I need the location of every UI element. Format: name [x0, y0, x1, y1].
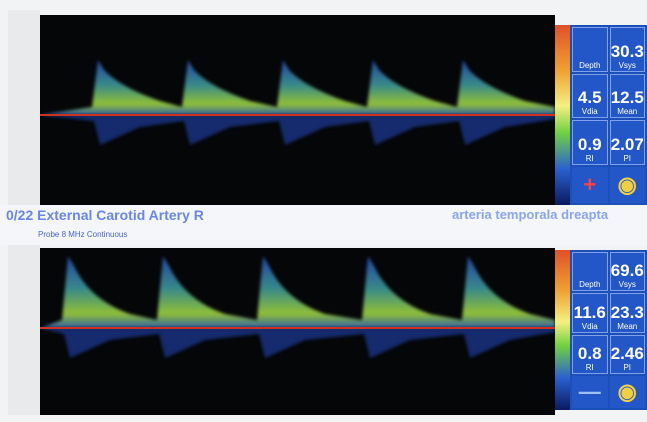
readout-value: 2.07	[610, 135, 644, 155]
readout-label: Mean	[617, 321, 638, 331]
ruler	[8, 245, 40, 415]
readout: 2.07 PI	[609, 120, 645, 166]
readout: 2.46 PI	[609, 334, 645, 375]
color-bar	[555, 25, 570, 205]
readout: 0.9 RI	[572, 120, 608, 166]
readout: 23.3 Mean	[609, 293, 645, 333]
readout-value: 30.3	[610, 41, 644, 61]
readout-value: 11.6	[573, 302, 606, 322]
readout-label: Vsys	[618, 60, 636, 70]
icon: +	[572, 167, 608, 203]
icon: —	[572, 376, 608, 408]
waveform-shape	[40, 328, 555, 358]
readout-label: Vdia	[581, 321, 598, 331]
readout-label: Depth	[579, 60, 601, 70]
readout-label: Depth	[579, 280, 601, 290]
ruler	[8, 10, 40, 205]
waveform	[40, 60, 555, 145]
readout: 11.6 Vdia	[572, 293, 608, 333]
readout-label: Vdia	[581, 107, 598, 117]
waveform-shape	[40, 115, 555, 145]
waveform	[40, 256, 555, 358]
color-bar	[555, 250, 570, 410]
readout-value: 4.5	[577, 88, 602, 108]
readout-value: 69.6	[610, 261, 644, 281]
vessel-title: 0/22 External Carotid Artery R	[6, 207, 204, 223]
readout: 69.6 Vsys	[609, 252, 645, 292]
readout-label: PI	[623, 154, 632, 164]
readout-value: 23.3	[610, 302, 644, 322]
banner: 0/22 External Carotid Artery R arteria t…	[0, 205, 647, 245]
readout-panel: Depth 30.3 Vsys 4.5 Vdia 12.5 Mean 0.9 RI 2.07 PI +…	[570, 25, 647, 205]
doppler-plot	[40, 15, 555, 205]
waveform-shape	[40, 60, 555, 115]
vessel-note: arteria temporala dreapta	[452, 207, 609, 222]
readout-label: PI	[623, 363, 632, 373]
readout: 12.5 Mean	[609, 73, 645, 119]
probe-info: Probe 8 MHz Continuous	[38, 230, 128, 239]
readout-value: 12.5	[610, 88, 644, 108]
readout-panel: Depth 69.6 Vsys 11.6 Vdia 23.3 Mean 0.8 RI 2.46 PI…	[570, 250, 647, 410]
readout-label: Mean	[617, 107, 638, 117]
readout: 4.5 Vdia	[572, 73, 608, 119]
readout-label: RI	[585, 363, 594, 373]
doppler-plot	[40, 248, 555, 415]
icon: ◉	[609, 376, 645, 408]
readout: 30.3 Vsys	[609, 27, 645, 72]
readout-value: 2.46	[610, 344, 644, 364]
readout: 0.8 RI	[572, 334, 608, 375]
readout-label: Vsys	[618, 280, 636, 290]
readout-value: 0.8	[577, 344, 602, 364]
readout: Depth	[572, 252, 608, 292]
icon: ◉	[609, 167, 645, 203]
readout-label: RI	[585, 154, 594, 164]
waveform-shape	[40, 256, 555, 328]
readout: Depth	[572, 27, 608, 72]
readout-value: 0.9	[577, 135, 602, 155]
